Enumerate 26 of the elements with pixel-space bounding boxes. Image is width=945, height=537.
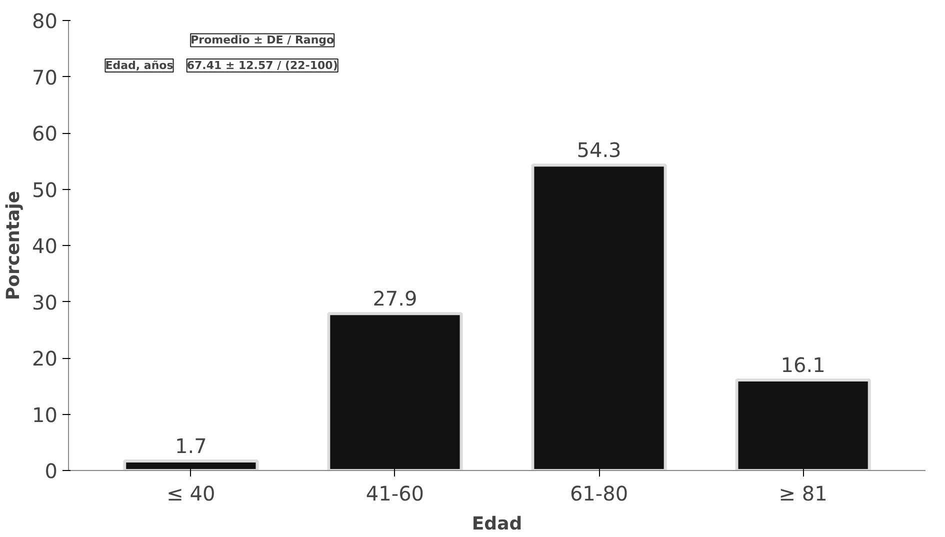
y-tick-label: 80	[32, 9, 58, 33]
bar	[531, 164, 667, 470]
y-tick-label: 60	[32, 122, 58, 146]
bar	[327, 312, 463, 470]
y-tick-label: 0	[44, 459, 58, 483]
data-label: 54.3	[576, 138, 622, 162]
x-tick-label: 61-80	[570, 482, 628, 506]
y-tick-label: 40	[32, 234, 58, 258]
data-label: 1.7	[175, 434, 207, 458]
x-tick-label: ≤ 40	[166, 482, 216, 506]
x-tick-label: 41-60	[366, 482, 424, 506]
y-tick-label: 30	[32, 290, 58, 314]
y-axis-title: Porcentaje	[3, 190, 24, 300]
data-label: 16.1	[780, 352, 826, 377]
annotation: Promedio ± DE / Rango	[190, 34, 335, 47]
x-tick-label: ≥ 81	[778, 482, 828, 506]
y-tick-label: 70	[32, 65, 58, 90]
data-label: 27.9	[372, 286, 418, 311]
annotation: Edad, años	[105, 59, 174, 72]
y-tick-label: 50	[32, 178, 58, 202]
bar	[735, 378, 871, 470]
y-tick-label: 10	[32, 402, 58, 427]
bar	[123, 459, 259, 470]
annotation: 67.41 ± 12.57 / (22-100)	[186, 59, 338, 72]
x-axis-title: Edad	[472, 514, 522, 534]
y-tick-label: 20	[32, 346, 58, 370]
